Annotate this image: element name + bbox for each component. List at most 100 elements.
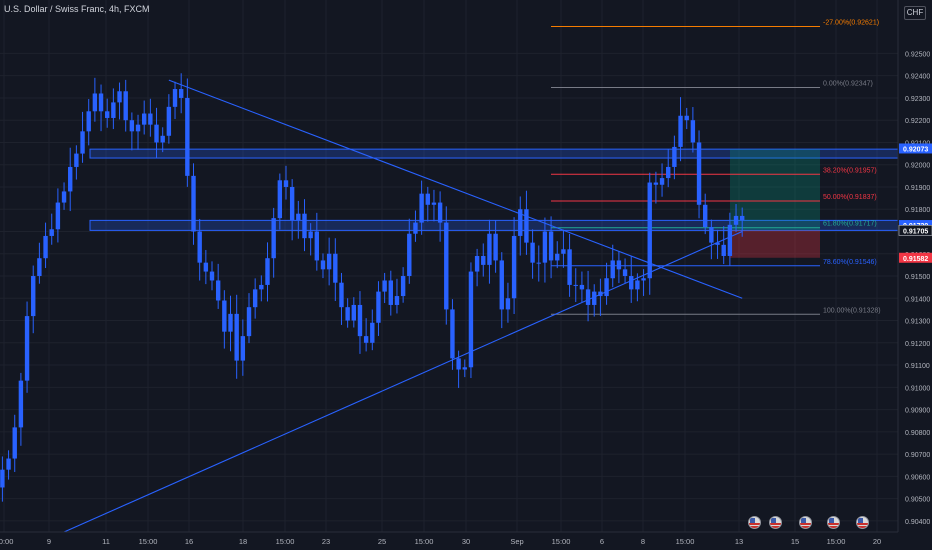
candle-body [733, 215, 739, 225]
candle-body [209, 271, 215, 281]
price-badge [899, 143, 932, 154]
time-tick-label: 6 [600, 537, 604, 546]
fib-level-label: 100.00%(0.91328) [823, 307, 881, 314]
candle-body [308, 231, 313, 239]
candle-body [629, 276, 634, 290]
price-badge-label: 0.91582 [903, 256, 928, 263]
time-tick-label: 30 [462, 537, 470, 546]
candle-body [74, 153, 79, 167]
candle-body [191, 175, 196, 232]
candle-body [493, 233, 498, 261]
price-tick-label: 0.91300 [905, 319, 930, 326]
price-tick-label: 0.91500 [905, 274, 930, 281]
time-tick-label: 15:00 [415, 537, 434, 546]
candle-body [450, 309, 455, 359]
candle-body [222, 300, 227, 332]
price-badge-label: 0.91705 [903, 228, 928, 235]
candle-body [111, 102, 116, 118]
candle-body [320, 260, 326, 270]
candle-body [585, 289, 591, 305]
time-tick-label: 25 [378, 537, 386, 546]
us-flag-event-icon[interactable] [856, 516, 869, 529]
fib-level-label: 78.60%(0.91546) [823, 259, 877, 266]
candle-body [351, 304, 357, 321]
candle-body [370, 322, 375, 343]
candle-body [296, 213, 301, 221]
candle-body [653, 182, 659, 185]
candle-body [376, 291, 381, 323]
price-badge [898, 224, 932, 236]
candle-body [419, 193, 424, 223]
candle-body [148, 113, 153, 125]
candle-body [721, 244, 726, 256]
us-flag-event-icon[interactable] [748, 516, 761, 529]
trendline [168, 79, 743, 299]
candle-body [271, 218, 276, 259]
price-tick-label: 0.91100 [905, 363, 930, 370]
candle-body [228, 313, 233, 332]
candle-body [345, 307, 350, 321]
candle-body [444, 222, 449, 310]
price-axis-panel [898, 0, 932, 550]
candle-body [709, 227, 714, 243]
candle-body [511, 235, 517, 299]
price-tick-label: 0.90700 [905, 452, 930, 459]
time-tick-label: 15:00 [676, 537, 695, 546]
candle-body [172, 89, 178, 107]
candle-body [357, 304, 363, 337]
candle-body [246, 307, 252, 337]
time-tick-label: 15:00 [276, 537, 295, 546]
candle-body [616, 260, 622, 270]
candle-body [98, 93, 104, 112]
candle-body [684, 115, 689, 121]
candle-body [715, 242, 720, 245]
candle-body [289, 186, 295, 221]
candle-body [382, 280, 387, 292]
candle-body [672, 146, 677, 167]
candle-body [690, 120, 696, 143]
candle-body [24, 316, 30, 381]
us-flag-event-icon[interactable] [827, 516, 840, 529]
fib-level-label: 61.80%(0.91717) [823, 221, 877, 228]
currency-button[interactable]: CHF [904, 6, 926, 20]
time-tick-label: 16 [185, 537, 193, 546]
candle-body [696, 142, 702, 205]
price-tick-label: 0.90900 [905, 408, 930, 415]
candle-body [160, 135, 165, 143]
time-tick-label: 15:00 [827, 537, 846, 546]
candle-body [86, 111, 91, 132]
candle-body [283, 180, 289, 187]
candle-body [740, 215, 745, 221]
candle-body [456, 358, 461, 370]
candle-body [333, 253, 338, 283]
candle-body [123, 91, 128, 121]
candle-body [622, 269, 628, 277]
price-tick-label: 0.92000 [905, 163, 930, 170]
time-tick-label: Sep [510, 537, 523, 546]
candle-body [117, 91, 122, 103]
candle-body [425, 193, 430, 205]
candle-body [166, 106, 172, 136]
candle-body [277, 180, 283, 219]
candle-body [413, 222, 418, 234]
candle-body [240, 336, 246, 361]
candle-body [6, 458, 11, 470]
candle-body [579, 284, 585, 290]
candle-body [388, 280, 393, 305]
candle-body [481, 255, 486, 265]
price-tick-label: 0.92500 [905, 51, 930, 58]
candle-body [302, 213, 307, 239]
candle-body [129, 120, 135, 132]
us-flag-event-icon[interactable] [799, 516, 812, 529]
us-flag-event-icon[interactable] [769, 516, 782, 529]
candle-body [141, 113, 147, 125]
time-tick-label: 15 [791, 537, 799, 546]
position-loss-zone [730, 230, 820, 258]
candle-body [43, 235, 48, 259]
candle-body [265, 258, 270, 285]
price-tick-label: 0.90800 [905, 430, 930, 437]
candle-body [18, 380, 24, 428]
candle-body [363, 336, 369, 343]
candle-body [12, 427, 17, 459]
